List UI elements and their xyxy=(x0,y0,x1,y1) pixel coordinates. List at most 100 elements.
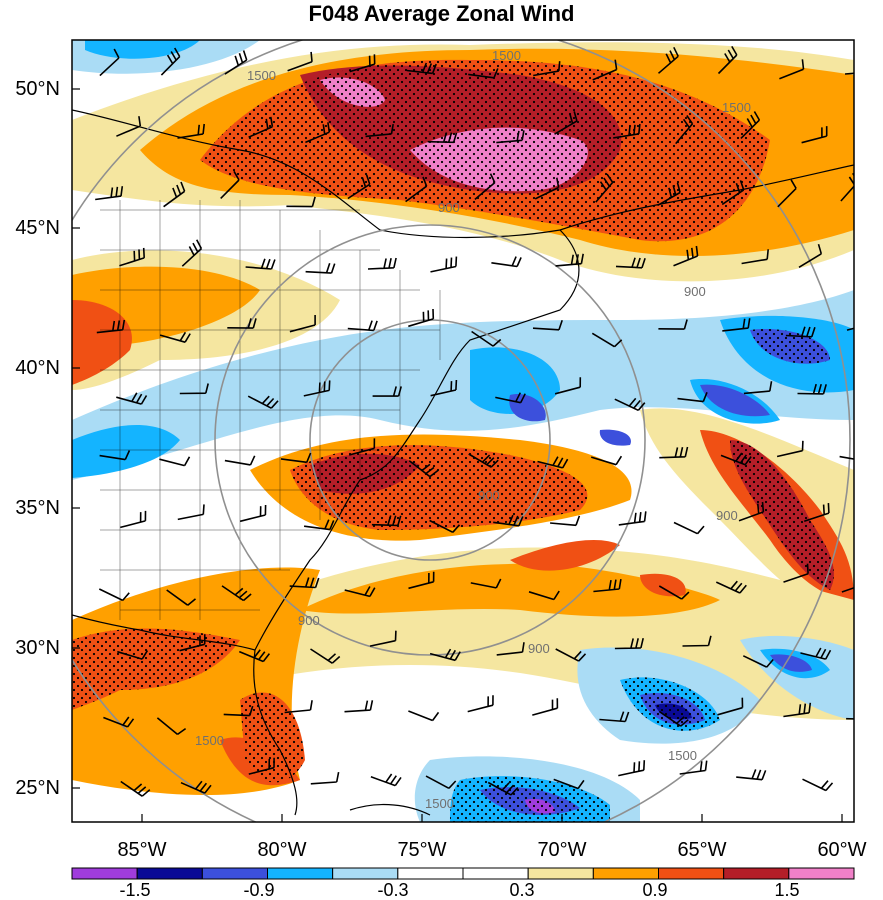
colorbar-box xyxy=(397,867,464,880)
wind-barb xyxy=(470,578,502,589)
wind-barb xyxy=(429,519,461,534)
wind-barb xyxy=(468,68,499,79)
wind-barb xyxy=(119,247,145,267)
colorbar-box xyxy=(201,867,268,880)
wind-barb xyxy=(592,59,618,81)
wind-barb xyxy=(591,332,623,348)
wind-barb xyxy=(372,386,402,397)
lon-label: 75°W xyxy=(397,839,447,861)
wind-barb xyxy=(555,648,587,662)
wind-barb xyxy=(532,320,563,331)
wind-barb xyxy=(599,711,630,723)
wind-barb xyxy=(741,249,769,265)
wind-barb xyxy=(371,515,402,527)
wind-barb xyxy=(673,521,705,535)
wind-barb xyxy=(841,586,854,593)
wind-barb xyxy=(98,588,130,602)
wind-barb xyxy=(533,61,561,77)
wind-barb xyxy=(96,319,126,334)
wind-barb xyxy=(717,45,738,75)
wind-barb xyxy=(595,173,614,203)
wind-barb xyxy=(779,59,805,80)
wind-barb xyxy=(289,315,316,333)
wind-barb xyxy=(425,775,457,790)
wind-barb xyxy=(717,697,744,716)
wind-barb xyxy=(537,456,569,469)
contour-label: 900 xyxy=(298,613,320,628)
wind-barb xyxy=(180,780,212,794)
plot-frame xyxy=(71,39,855,823)
wind-barb xyxy=(801,126,828,144)
wind-barb xyxy=(743,381,773,395)
wind-barb xyxy=(177,123,205,139)
lon-label: 70°W xyxy=(537,839,587,861)
wind-barb xyxy=(862,759,883,775)
wind-barb xyxy=(406,62,437,75)
wind-barb xyxy=(593,578,622,593)
wind-barb xyxy=(220,170,240,199)
colorbar-box xyxy=(71,867,138,880)
lon-label: 85°W xyxy=(117,839,167,861)
colorbar xyxy=(71,867,855,880)
wind-barb xyxy=(286,196,316,208)
wind-barb xyxy=(177,504,205,521)
wind-barb xyxy=(736,769,767,781)
wind-barb xyxy=(800,647,832,660)
wind-barb xyxy=(487,781,519,796)
contour-label: 1500 xyxy=(247,68,276,83)
central-blue-band xyxy=(72,290,854,480)
colorbar-tick-label: 0.3 xyxy=(509,880,535,900)
wind-barb xyxy=(844,72,854,75)
wind-barb xyxy=(280,452,312,464)
wind-barb xyxy=(305,263,336,274)
wind-barb xyxy=(797,383,827,395)
wind-barb xyxy=(554,111,578,135)
wind-barb xyxy=(614,397,646,412)
contour-label: 1500 xyxy=(722,100,751,115)
colorbar-box xyxy=(332,867,399,880)
wind-barb xyxy=(103,716,135,728)
colorbar-box xyxy=(267,867,334,880)
wind-barb xyxy=(785,326,816,338)
wind-barb xyxy=(534,177,560,200)
wind-barbs xyxy=(95,45,883,797)
wind-barb xyxy=(221,585,252,602)
wind-barb xyxy=(614,638,644,650)
wind-barb xyxy=(117,650,149,660)
lon-label: 65°W xyxy=(677,839,727,861)
wind-barb xyxy=(783,702,812,718)
wind-barb xyxy=(166,589,197,606)
wind-barb xyxy=(347,320,378,332)
wind-barb xyxy=(310,771,340,785)
wind-barb xyxy=(740,111,761,139)
south-streak-orange xyxy=(300,563,720,617)
contour-label: 900 xyxy=(438,200,460,215)
wind-barb xyxy=(474,173,496,201)
wind-barb xyxy=(310,648,341,664)
lat-label: 35°N xyxy=(15,497,60,519)
lat-label: 40°N xyxy=(15,357,60,379)
wind-barb xyxy=(116,392,148,405)
wind-barb xyxy=(679,760,708,775)
wind-barb xyxy=(365,123,394,138)
wind-barb xyxy=(287,51,313,72)
wind-barb xyxy=(239,504,267,523)
wind-barb xyxy=(720,452,752,466)
colorbar-box xyxy=(527,867,594,880)
wind-barb xyxy=(408,308,435,328)
wind-barb xyxy=(181,239,203,267)
wind-barb xyxy=(613,123,641,139)
lat-label: 50°N xyxy=(15,78,60,100)
map-title: F048 Average Zonal Wind xyxy=(308,1,575,26)
wind-barb xyxy=(550,515,581,527)
wind-barb xyxy=(798,243,823,268)
colorbar-tick-label: 0.9 xyxy=(642,880,668,900)
south-streak-red xyxy=(510,540,686,597)
wind-barb xyxy=(493,514,524,527)
wind-barb xyxy=(467,695,494,713)
wind-barb xyxy=(738,501,765,522)
contour-label-group: 1500 1500 1500 900 900 900 900 900 900 1… xyxy=(195,48,751,811)
wind-barb xyxy=(776,440,804,458)
wind-barb xyxy=(468,453,499,468)
